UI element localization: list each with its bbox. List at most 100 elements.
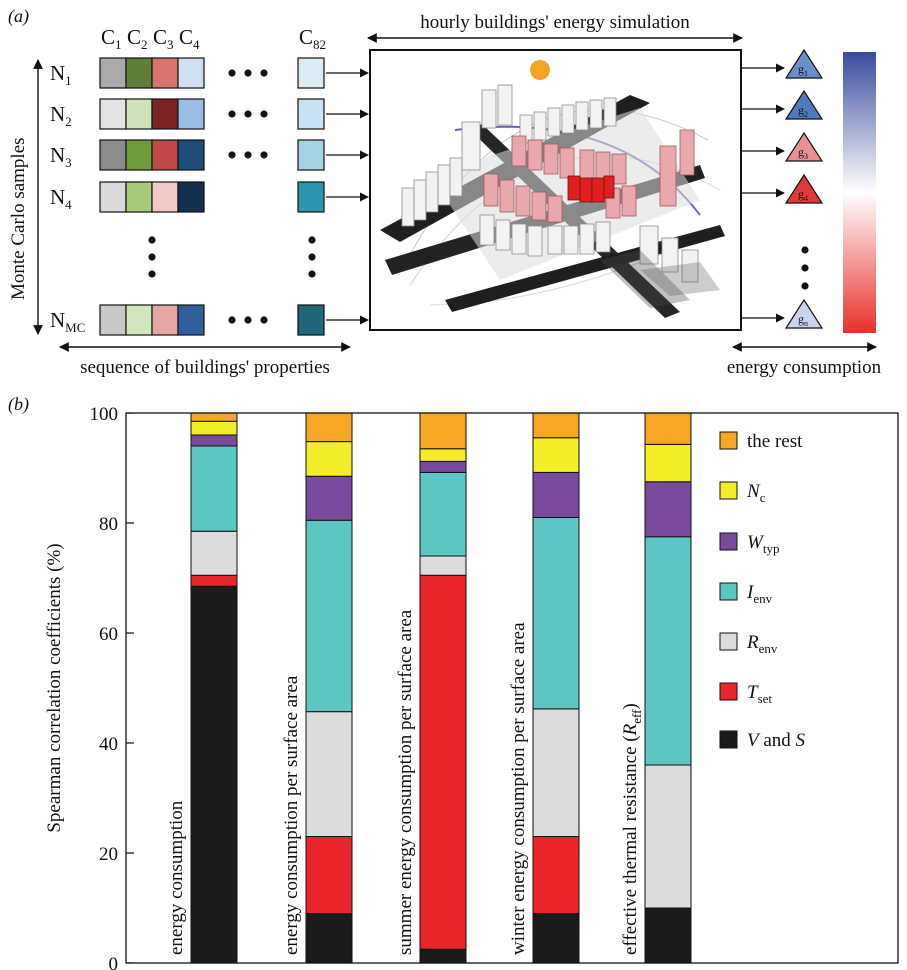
- panel-b: (b) Spearman correlation coefficients (%…: [8, 394, 899, 970]
- ellipsis-dot: [148, 270, 156, 278]
- ellipsis-dot: [308, 270, 316, 278]
- property-cell: [297, 98, 325, 130]
- property-cell: [99, 181, 127, 213]
- property-cell: [177, 181, 205, 213]
- legend-label: Nc: [746, 481, 766, 505]
- bar-segment-the-rest-1: [190, 412, 238, 422]
- property-cells: [99, 57, 325, 336]
- ellipsis-dot: [228, 151, 236, 159]
- output-triangle-g3: [784, 131, 824, 162]
- property-cell: [151, 181, 179, 213]
- column-header-c2: C2: [127, 25, 148, 52]
- output-label-g2: g2: [798, 103, 808, 119]
- ellipsis-dot: [228, 316, 236, 324]
- bar-segment-wtyp-5: [644, 481, 692, 538]
- column-header-c3: C3: [153, 25, 174, 52]
- ellipsis-dot: [244, 69, 252, 77]
- legend-swatch: [719, 532, 738, 551]
- property-cell: [297, 181, 325, 213]
- ellipsis-dot: [801, 246, 809, 254]
- property-cell: [177, 98, 205, 130]
- property-cell: [125, 139, 153, 171]
- bar-segment-the-rest-3: [419, 412, 467, 450]
- legend-swatch: [719, 582, 738, 601]
- bar-segment-v-and-s-3: [419, 948, 467, 964]
- property-cell: [297, 139, 325, 171]
- energy-label: energy consumption: [727, 357, 882, 378]
- column-header-c1: C1: [101, 25, 122, 52]
- property-cell: [125, 304, 153, 336]
- ellipsis-dot: [228, 69, 236, 77]
- monte-carlo-label: Monte Carlo samples: [8, 137, 29, 300]
- bar-segment-ienv-2: [305, 519, 353, 713]
- category-labels: energy consumption energy consumption per…: [166, 609, 644, 955]
- output-label-g3: g3: [798, 145, 808, 161]
- output-arrows: [742, 63, 785, 323]
- output-label-g4: g4: [798, 187, 808, 203]
- bar-segment-renv-3: [419, 555, 467, 576]
- property-cell: [297, 304, 325, 336]
- output-triangle-gn: [784, 298, 824, 329]
- property-cell: [177, 57, 205, 89]
- bar-segment-wtyp-2: [305, 475, 353, 521]
- bar-segment-wtyp-3: [419, 460, 467, 473]
- stacked-bars: [190, 412, 692, 964]
- legend-swatch: [719, 632, 738, 651]
- y-tick-label: 80: [99, 514, 118, 535]
- output-label-gn: gn: [798, 312, 808, 328]
- bar-segment-renv-1: [190, 530, 238, 576]
- legend-label: Ienv: [746, 582, 773, 606]
- category-label-4: winter energy consumption per surface ar…: [508, 622, 529, 955]
- output-triangle-g2: [784, 89, 824, 120]
- ellipsis-dot: [148, 236, 156, 244]
- bar-segment-ienv-3: [419, 471, 467, 557]
- output-triangle-g4: [784, 173, 824, 204]
- property-cell: [297, 57, 325, 89]
- panel-a-label: (a): [8, 6, 29, 27]
- property-cell: [99, 304, 127, 336]
- column-header-c82: C82: [299, 25, 326, 52]
- property-cell: [177, 139, 205, 171]
- ellipsis-dot: [260, 110, 268, 118]
- legend-label: Tset: [747, 682, 772, 706]
- category-label-1: energy consumption: [166, 800, 187, 955]
- bar-segment-ienv-5: [644, 536, 692, 766]
- bar-segment-tset-3: [419, 574, 467, 950]
- bar-segment-the-rest-2: [305, 412, 353, 443]
- y-tick-label: 100: [90, 404, 119, 425]
- property-cell: [125, 181, 153, 213]
- legend: the rest Nc Wtyp Ienv Renv Tset V and S: [719, 431, 806, 751]
- row-labels: N1 N2 N3 N4 NMC: [50, 61, 85, 335]
- bar-segment-tset-4: [532, 836, 580, 914]
- bar-segment-tset-1: [190, 574, 238, 587]
- simulation-label: hourly buildings' energy simulation: [420, 12, 690, 33]
- bar-segment-nc-3: [419, 448, 467, 462]
- ellipsis-dot: [260, 316, 268, 324]
- ellipsis-dot: [244, 110, 252, 118]
- ellipsis-dot: [244, 316, 252, 324]
- output-label-g1: g1: [798, 62, 808, 78]
- property-cell: [99, 139, 127, 171]
- row-label-n4: N4: [50, 185, 72, 212]
- panel-b-label: (b): [8, 394, 29, 415]
- column-headers: C1 C2 C3 C4 C82: [101, 25, 326, 52]
- legend-swatch: [719, 431, 738, 450]
- ellipsis-dot: [244, 151, 252, 159]
- y-tick-label: 40: [99, 734, 118, 755]
- legend-label: Renv: [746, 632, 778, 656]
- property-cell: [99, 57, 127, 89]
- property-cell: [125, 57, 153, 89]
- row-label-n3: N3: [50, 143, 72, 170]
- row-label-nmc: NMC: [50, 308, 85, 335]
- bar-segment-the-rest-4: [532, 412, 580, 439]
- ellipsis-dot: [228, 110, 236, 118]
- y-tick-label: 20: [99, 844, 118, 865]
- property-cell: [99, 98, 127, 130]
- legend-label: the rest: [747, 431, 803, 452]
- legend-label: Wtyp: [747, 532, 779, 556]
- bar-segment-nc-5: [644, 443, 692, 483]
- bar-segment-nc-1: [190, 420, 238, 436]
- category-label-5: effective thermal resistance (Reff): [620, 703, 644, 955]
- legend-swatch: [719, 682, 738, 701]
- legend-label: V and S: [747, 730, 806, 751]
